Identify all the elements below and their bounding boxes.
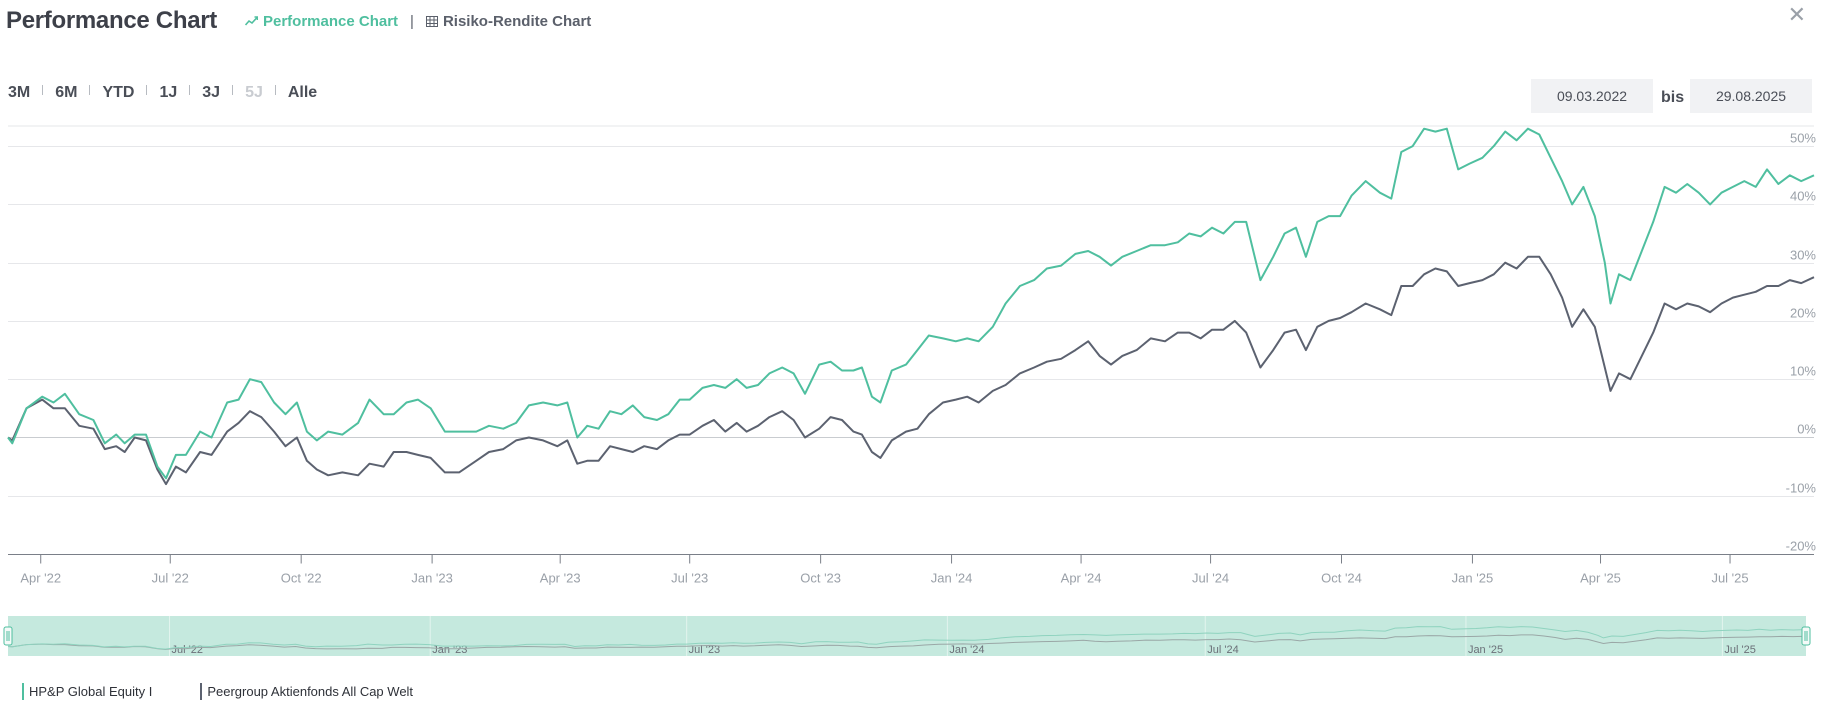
range-separator [42,85,44,95]
navigator-tick-label: Jan '24 [949,644,984,656]
navigator-tick-label: Jul '25 [1724,644,1755,656]
y-tick-label: 20% [1790,306,1816,321]
x-tick-label: Oct '23 [800,571,841,586]
x-tick-label: Apr '25 [1580,571,1621,586]
range-separator [89,85,91,95]
y-tick-label: 30% [1790,248,1816,263]
range-separator [232,85,234,95]
y-tick-label: 40% [1790,189,1816,204]
y-tick-label: 10% [1790,364,1816,379]
x-tick-label: Apr '23 [540,571,581,586]
legend-item[interactable]: HP&P Global Equity I [22,683,152,700]
range-button-1j[interactable]: 1J [159,84,178,101]
navigator[interactable]: Jul '22 Jan '23 Jul '23 Jan '24 Jul '24 Jan '… [0,612,1824,660]
tab-separator: | [410,12,414,30]
range-selector: 3M 6M YTD 1J 3J 5J Alle [8,84,317,102]
range-button-3m[interactable]: 3M [8,84,31,101]
series-line-fund[interactable] [7,127,1815,480]
x-tick-label: Jan '25 [1452,571,1494,586]
x-tick-label: Apr '24 [1061,571,1102,586]
legend: HP&P Global Equity I Peergroup Aktienfond… [22,683,461,700]
chart-header: Performance Chart Performance Chart | Ri… [6,4,591,38]
navigator-series-peergroup [7,634,1807,651]
range-button-3j[interactable]: 3J [202,84,221,101]
x-tick-label: Oct '24 [1321,571,1362,586]
legend-swatch [200,683,203,700]
range-button-5j: 5J [245,84,263,101]
page-title: Performance Chart [6,7,217,34]
navigator-tick-label: Jan '23 [432,644,467,656]
legend-label: Peergroup Aktienfonds All Cap Welt [207,684,414,699]
x-tick-label: Apr '22 [20,571,61,586]
range-separator [274,85,276,95]
range-button-alle[interactable]: Alle [287,84,318,101]
y-tick-label: 0% [1797,422,1816,437]
y-tick-label: -10% [1786,481,1817,496]
legend-item[interactable]: Peergroup Aktienfonds All Cap Welt [200,683,413,700]
navigator-series-fund [7,626,1807,650]
navigator-right-handle[interactable] [1801,626,1811,646]
x-tick-label: Oct '22 [281,571,322,586]
navigator-selection[interactable] [8,616,1806,656]
navigator-tick-label: Jul '24 [1207,644,1238,656]
x-tick-label: Jul '25 [1711,571,1748,586]
tab-performance-label: Performance Chart [262,12,399,30]
x-tick-label: Jul '24 [1192,571,1229,586]
navigator-tick-label: Jul '23 [689,644,720,656]
series-line-peergroup[interactable] [7,255,1815,486]
navigator-tick-label: Jan '25 [1468,644,1503,656]
range-button-6m[interactable]: 6M [55,84,78,101]
date-to-input[interactable]: 29.08.2025 [1690,79,1812,113]
y-tick-label: -20% [1786,539,1817,554]
tab-risk-return-chart[interactable]: Risiko-Rendite Chart [425,12,592,30]
date-from-input[interactable]: 09.03.2022 [1531,79,1653,113]
x-tick-label: Jan '23 [411,571,453,586]
tab-risk-return-label: Risiko-Rendite Chart [442,12,592,30]
x-tick-label: Jul '22 [152,571,189,586]
line-chart-icon [244,16,258,26]
x-tick-label: Jul '23 [671,571,708,586]
range-separator [189,85,191,95]
navigator-left-handle[interactable] [3,626,13,646]
close-icon[interactable]: ✕ [1787,2,1806,27]
x-tick-label: Jan '24 [931,571,973,586]
date-range-separator: bis [1661,89,1685,106]
legend-swatch [22,683,24,700]
range-separator [146,85,148,95]
legend-label: HP&P Global Equity I [29,684,153,699]
table-grid-icon [425,15,438,27]
y-tick-label: 50% [1790,131,1816,146]
range-button-ytd[interactable]: YTD [102,84,135,101]
performance-chart: 50% 40% 30% 20% 10% 0% -10% -20% Apr '22 Jul '22 O… [7,125,1817,586]
tab-performance-chart[interactable]: Performance Chart [244,12,399,30]
